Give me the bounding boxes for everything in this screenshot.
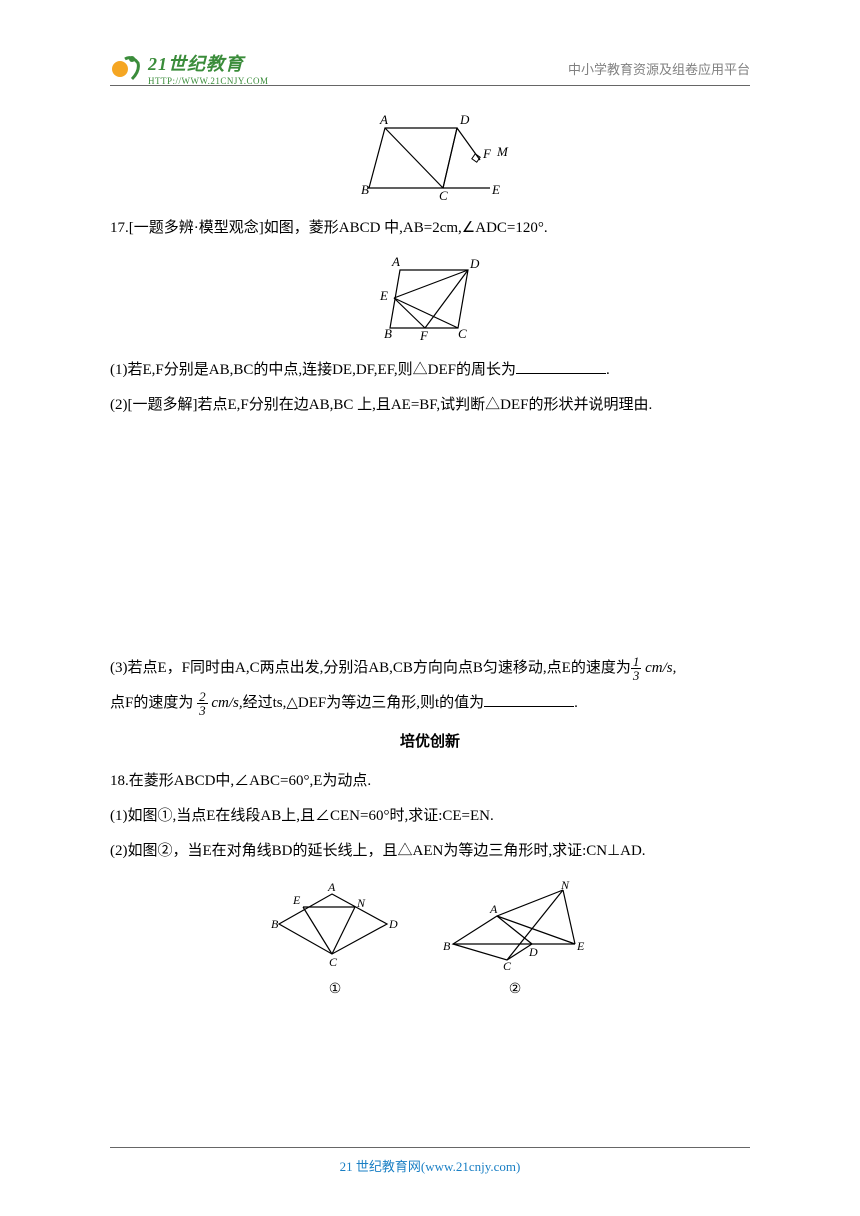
svg-text:D: D [459, 112, 470, 127]
blank-17-3 [484, 692, 574, 707]
problem-17-intro: 17.[一题多辨·模型观念]如图，菱形ABCD 中,AB=2cm,∠ADC=12… [110, 215, 750, 242]
section-title: 培优创新 [110, 729, 750, 756]
p17-part1-text: (1)若E,F分别是AB,BC的中点,连接DE,DF,EF,则△DEF的周长为 [110, 362, 516, 378]
fig18a-label: ① [265, 977, 405, 1002]
svg-text:D: D [469, 256, 480, 271]
svg-text:E: E [379, 288, 388, 303]
logo-main-text: 21世纪教育 [148, 50, 269, 76]
svg-text:F: F [482, 146, 492, 161]
figure-18b: N A B C D E [435, 880, 595, 972]
svg-text:F: F [419, 328, 429, 343]
svg-text:A: A [489, 902, 498, 916]
fraction-2: 23 [197, 690, 208, 717]
header-divider [110, 85, 750, 86]
svg-text:B: B [384, 326, 392, 341]
svg-text:A: A [327, 880, 336, 894]
figure-17a: A D B C E F M [110, 110, 750, 205]
p17-part3-rest: 经过ts,△DEF为等边三角形,则t的值为 [243, 695, 485, 711]
problem-17-part2: (2)[一题多解]若点E,F分别在边AB,BC 上,且AE=BF,试判断△DEF… [110, 392, 750, 419]
figure-pair-18: A E N B D C ① N A B C D E [110, 880, 750, 1002]
problem-18-part2: (2)如图②，当E在对角线BD的延长线上，且△AEN为等边三角形时,求证:CN⊥… [110, 838, 750, 865]
svg-text:E: E [491, 182, 500, 197]
problem-18-part1: (1)如图①,当点E在线段AB上,且∠CEN=60°时,求证:CE=EN. [110, 803, 750, 830]
svg-text:C: C [329, 955, 338, 969]
p17-part3-mid1: cm/s, [645, 660, 676, 676]
page-header: 21世纪教育 HTTP://WWW.21CNJY.COM 中小学教育资源及组卷应… [0, 50, 860, 86]
figure-18a-container: A E N B D C ① [265, 880, 405, 1002]
problem-17-part1: (1)若E,F分别是AB,BC的中点,连接DE,DF,EF,则△DEF的周长为. [110, 357, 750, 384]
footer-text: 21 世纪教育网(www.21cnjy.com) [340, 1159, 521, 1174]
svg-text:N: N [356, 896, 366, 910]
svg-text:B: B [271, 917, 279, 931]
svg-text:D: D [528, 945, 538, 959]
logo-area: 21世纪教育 HTTP://WWW.21CNJY.COM [110, 50, 269, 86]
p17-part1-suffix: . [606, 362, 610, 378]
header-right-text: 中小学教育资源及组卷应用平台 [568, 59, 750, 78]
figure-18b-container: N A B C D E ② [435, 880, 595, 1002]
working-space [110, 427, 750, 647]
svg-text:B: B [361, 182, 369, 197]
svg-text:B: B [443, 939, 451, 953]
svg-text:C: C [458, 326, 467, 341]
svg-text:C: C [439, 188, 448, 203]
problem-17-part3-line2: 点F的速度为 23 cm/s,经过ts,△DEF为等边三角形,则t的值为. [110, 690, 750, 717]
fraction-1: 13 [631, 655, 642, 682]
svg-text:A: A [379, 112, 388, 127]
svg-text:N: N [560, 880, 570, 892]
svg-text:C: C [503, 959, 512, 972]
p17-part3-suffix: . [574, 695, 578, 711]
page-footer: 21 世纪教育网(www.21cnjy.com) [110, 1147, 750, 1176]
problem-17-part3-line1: (3)若点E，F同时由A,C两点出发,分别沿AB,CB方向向点B匀速移动,点E的… [110, 655, 750, 682]
p17-part3-prefix: (3)若点E，F同时由A,C两点出发,分别沿AB,CB方向向点B匀速移动,点E的… [110, 660, 631, 676]
p17-part3-mid2-prefix: 点F的速度为 [110, 695, 197, 711]
figure-17b: A D B F C E [110, 252, 750, 347]
svg-text:D: D [388, 917, 398, 931]
blank-17-1 [516, 359, 606, 374]
figure-18a: A E N B D C [265, 880, 405, 972]
problem-18-intro: 18.在菱形ABCD中,∠ABC=60°,E为动点. [110, 768, 750, 795]
fig18b-label: ② [435, 977, 595, 1002]
main-content: A D B C E F M 17.[一题多辨·模型观念]如图，菱形ABCD 中,… [110, 100, 750, 1002]
svg-text:A: A [391, 254, 400, 269]
svg-text:M: M [496, 144, 509, 159]
unit-2: cm/s, [211, 695, 242, 711]
logo-icon [110, 51, 148, 86]
svg-text:E: E [292, 893, 301, 907]
svg-text:E: E [576, 939, 585, 953]
